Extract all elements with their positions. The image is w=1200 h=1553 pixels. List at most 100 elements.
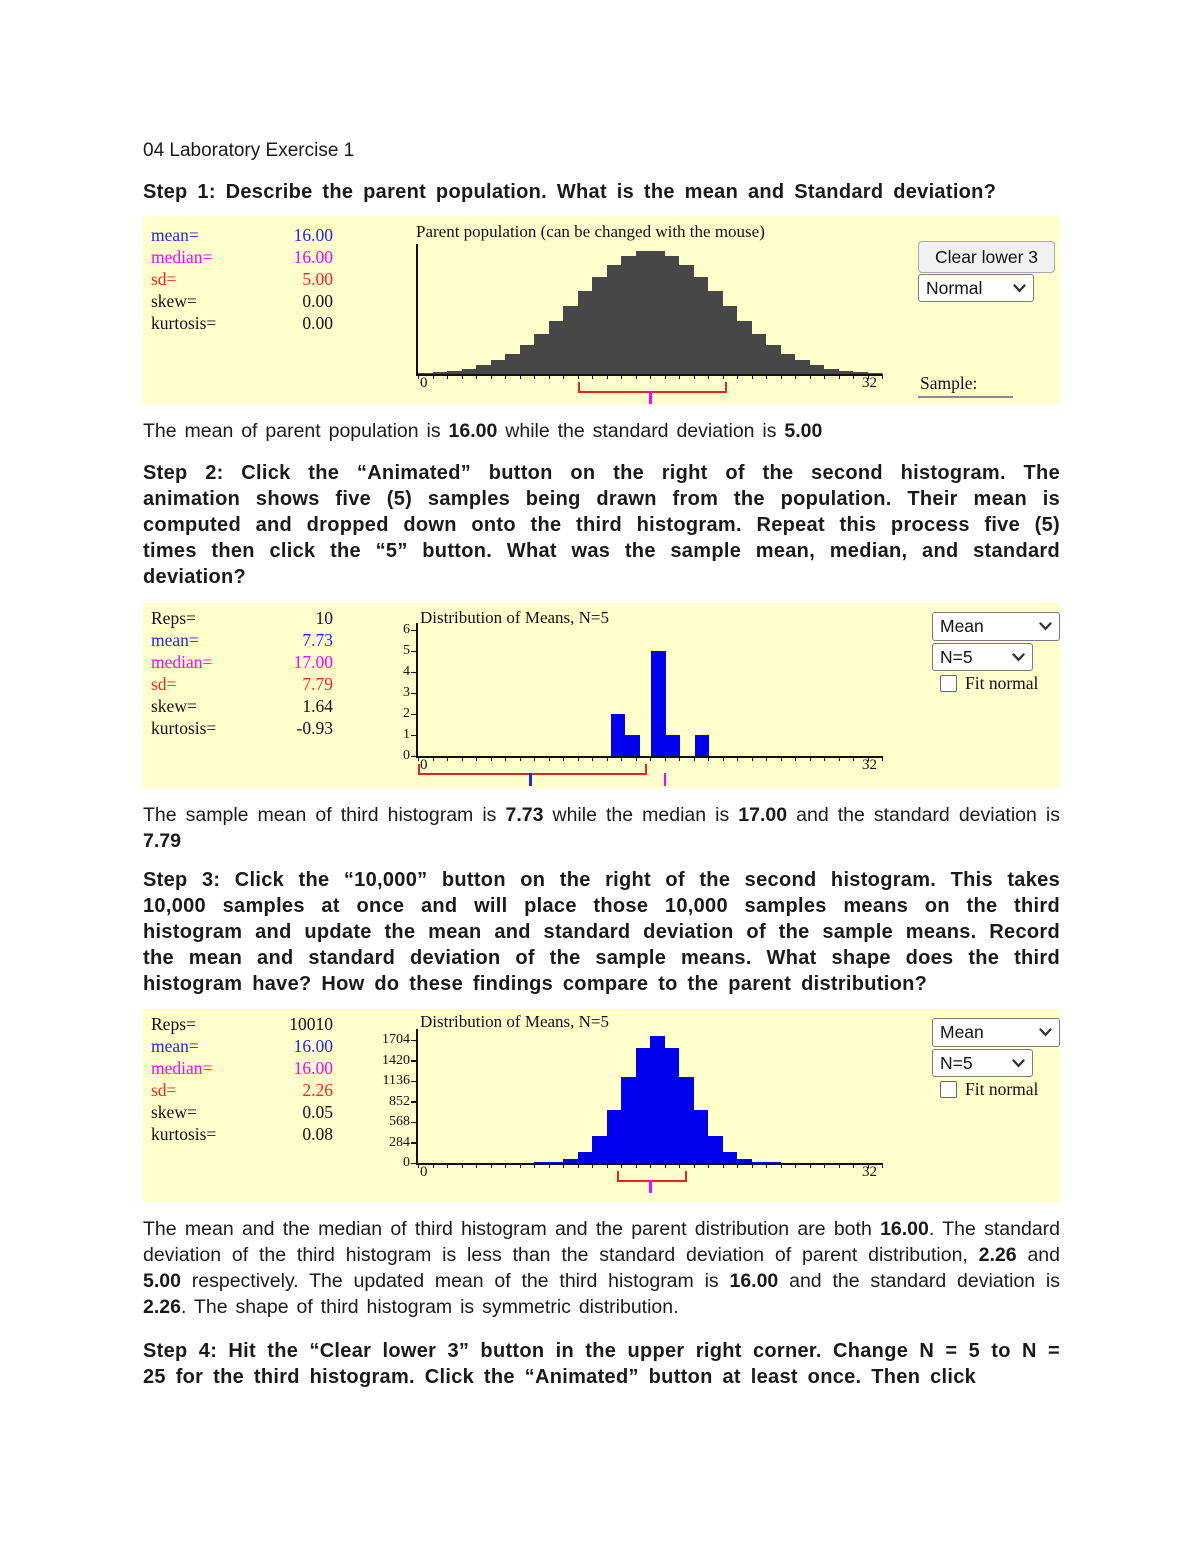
histogram-bar: [708, 291, 723, 374]
x-axis-tick: [707, 1163, 709, 1168]
y-axis-tick: [411, 650, 417, 653]
x-axis-tick: [664, 756, 666, 761]
sample-size-value: N=5: [940, 1052, 973, 1073]
histogram-bar: [722, 1151, 737, 1163]
stat-row: Reps= 10: [151, 607, 333, 629]
x-axis-tick: [707, 374, 709, 379]
x-axis-tick: [562, 756, 564, 761]
histogram-bar: [418, 373, 433, 374]
text-run: and the standard deviation is: [787, 804, 1061, 826]
text-run: 2.26: [143, 1296, 181, 1318]
step3-heading: Step 3: Click the “10,000” button on the…: [143, 869, 1060, 995]
x-axis-tick: [519, 756, 521, 761]
fit-normal-checkbox[interactable]: [940, 1081, 957, 1098]
sample-value-field: [918, 396, 1013, 398]
document-page: 04 Laboratory Exercise 1 Step 1: Describ…: [143, 0, 1060, 1390]
statistic-select[interactable]: Mean: [932, 1018, 1060, 1047]
statistic-select[interactable]: Mean: [932, 612, 1060, 641]
histogram-bar: [664, 255, 679, 374]
histogram-bar: [534, 333, 549, 374]
y-axis-tick: [411, 1080, 417, 1083]
y-axis-tick: [411, 692, 417, 695]
x-axis-tick: [678, 374, 680, 379]
x-axis-tick: [736, 1163, 738, 1168]
histogram-bar: [780, 353, 795, 374]
step2-heading: Step 2: Click the “Animated” button on t…: [143, 462, 1060, 588]
text-run: while the median is: [543, 804, 739, 826]
y-axis-label: 1: [403, 727, 410, 743]
sample-size-select[interactable]: N=5: [932, 643, 1033, 671]
y-axis-label: 568: [389, 1114, 410, 1130]
x-axis-tick: [504, 374, 506, 379]
y-axis-tick: [411, 629, 417, 632]
x-axis-tick: [577, 374, 579, 379]
x-axis-label-max: 32: [862, 757, 877, 773]
histogram-bar: [751, 1161, 766, 1163]
answer3-paragraph: The mean and the median of third histogr…: [143, 1216, 1060, 1320]
stat-value: 10010: [289, 1014, 333, 1034]
text-run: while the standard deviation is: [497, 420, 785, 442]
x-axis-tick: [635, 1163, 637, 1168]
x-axis-tick: [606, 756, 608, 761]
x-axis-tick: [693, 756, 695, 761]
histogram-bar: [679, 264, 694, 374]
x-axis-tick: [504, 756, 506, 761]
x-axis-tick: [635, 756, 637, 761]
x-axis-tick: [693, 374, 695, 379]
parent-population-histogram[interactable]: 0 32: [416, 244, 883, 404]
y-axis-label: 2: [403, 706, 410, 722]
x-axis-tick: [867, 756, 869, 761]
histogram-bar: [795, 360, 810, 374]
x-axis-tick: [649, 756, 651, 761]
x-axis-tick: [649, 374, 651, 379]
histogram-bar: [548, 1161, 563, 1163]
stat-row: mean= 7.73: [151, 629, 333, 651]
x-axis-tick: [693, 1163, 695, 1168]
x-axis-tick: [475, 756, 477, 761]
histogram-bar: [563, 1159, 578, 1163]
x-axis-tick: [562, 374, 564, 379]
fit-normal-checkbox[interactable]: [940, 675, 957, 692]
x-axis-tick: [794, 374, 796, 379]
y-axis-label: 1420: [382, 1052, 410, 1068]
histogram-bar: [519, 344, 534, 374]
stat-row: sd= 7.79: [151, 673, 333, 695]
stat-label: kurtosis=: [151, 718, 217, 738]
histogram-bar: [838, 370, 853, 374]
x-axis-tick: [548, 756, 550, 761]
histogram-bar: [635, 250, 650, 374]
y-axis-label: 3: [403, 685, 410, 701]
chevron-down-icon: [1012, 1058, 1025, 1068]
histogram-bar: [606, 264, 621, 374]
x-axis-tick: [780, 1163, 782, 1168]
sample-size-value: N=5: [940, 646, 973, 667]
means-small-stats-block: Reps= 10 mean= 7.73 median= 17.00 sd= 7.79 skew=…: [151, 607, 333, 739]
stat-row: kurtosis= -0.93: [151, 717, 333, 739]
stat-value: 16.00: [293, 1058, 333, 1078]
stat-label: kurtosis=: [151, 313, 217, 333]
y-axis-tick: [411, 1162, 417, 1164]
histogram-bar: [853, 372, 868, 374]
sample-size-select[interactable]: N=5: [932, 1049, 1033, 1077]
y-axis-label: 1136: [382, 1073, 410, 1089]
fit-normal-row: Fit normal: [940, 1079, 1038, 1100]
chevron-down-icon: [1013, 283, 1026, 293]
x-axis-tick: [823, 1163, 825, 1168]
text-run: The mean of parent population is: [143, 420, 449, 442]
distribution-shape-select[interactable]: Normal: [918, 274, 1034, 302]
x-axis-tick: [823, 374, 825, 379]
stat-row: mean= 16.00: [151, 224, 333, 246]
x-axis-tick: [417, 374, 419, 379]
stat-value: 10: [315, 608, 334, 628]
stat-value: 1.64: [302, 696, 333, 716]
x-axis-tick: [548, 374, 550, 379]
x-axis-tick: [620, 756, 622, 761]
clear-lower-3-button[interactable]: Clear lower 3: [918, 241, 1055, 273]
x-axis-tick: [722, 1163, 724, 1168]
chevron-down-icon: [1039, 1028, 1052, 1037]
y-axis-label: 852: [389, 1093, 410, 1109]
y-axis-tick: [411, 1101, 417, 1103]
step1-heading: Step 1: Describe the parent population. …: [143, 181, 997, 203]
x-axis-tick: [475, 374, 477, 379]
y-axis-tick: [411, 734, 417, 737]
